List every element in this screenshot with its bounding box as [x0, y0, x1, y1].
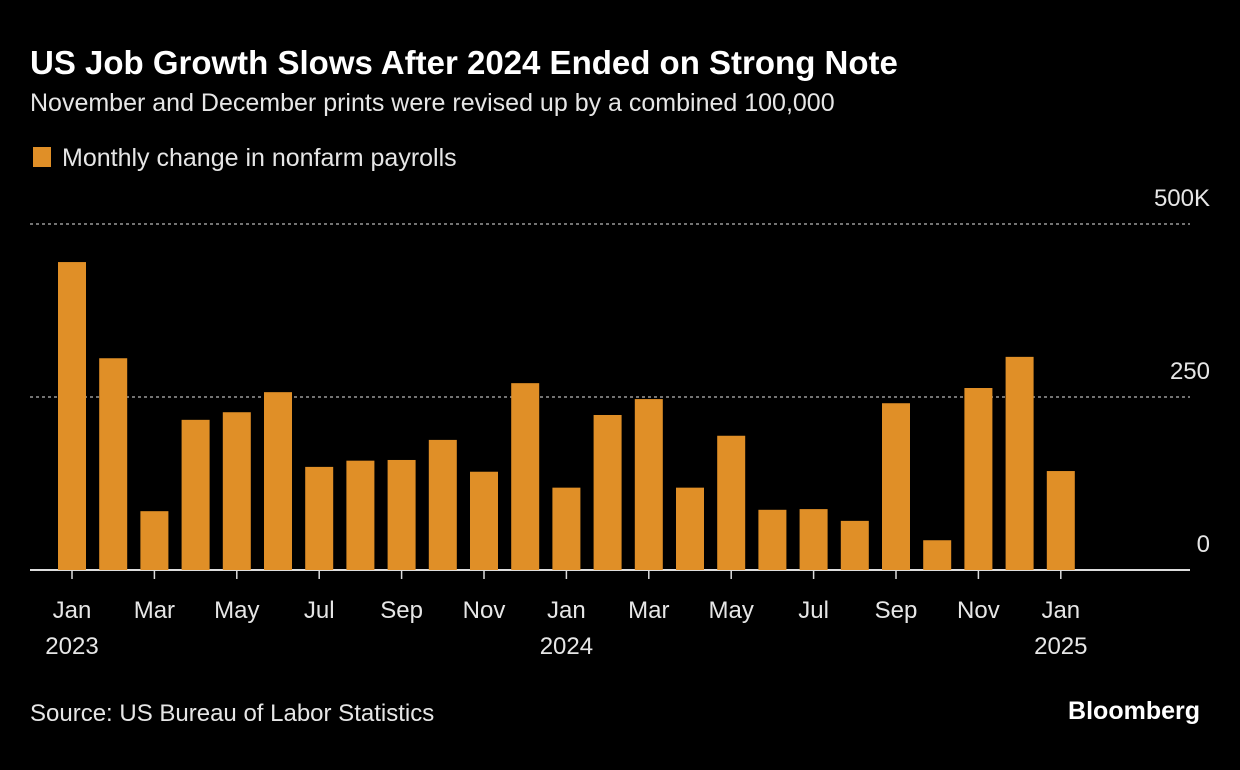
- legend-label: Monthly change in nonfarm payrolls: [62, 144, 457, 172]
- x-tick-label: Jul: [798, 597, 829, 624]
- bar: [511, 383, 540, 570]
- bar: [882, 403, 910, 570]
- y-tick-label: 250: [1170, 358, 1210, 385]
- bar: [964, 388, 993, 570]
- x-tick-label: May: [709, 597, 754, 624]
- x-tick-label: Jan 2025: [1034, 597, 1087, 660]
- bar: [840, 520, 869, 570]
- x-tick-label: Mar: [134, 597, 175, 624]
- x-tick-label: Sep: [875, 597, 918, 624]
- bar: [1005, 356, 1034, 570]
- x-tick-label: Jul: [304, 597, 335, 624]
- bar: [428, 439, 457, 570]
- y-tick-label: 0: [1197, 531, 1210, 558]
- bar: [181, 419, 210, 570]
- bar: [305, 466, 334, 570]
- bar: [222, 412, 251, 570]
- x-tick-label: Nov: [957, 597, 1000, 624]
- x-tick-label: May: [214, 597, 259, 624]
- bar: [1046, 471, 1075, 570]
- bar: [923, 540, 952, 570]
- bar: [717, 435, 746, 570]
- chart-subtitle: November and December prints were revise…: [30, 89, 835, 117]
- legend-swatch: [33, 147, 51, 167]
- bar: [758, 509, 787, 570]
- chart-title: US Job Growth Slows After 2024 Ended on …: [30, 44, 898, 81]
- bar: [58, 262, 86, 570]
- x-tick-label: Sep: [380, 597, 423, 624]
- brand-logo: Bloomberg: [1068, 697, 1200, 725]
- bar: [799, 509, 828, 570]
- x-tick-label: Jan 2024: [540, 597, 593, 660]
- bar: [593, 414, 622, 570]
- x-tick-label: Mar: [628, 597, 669, 624]
- bar: [99, 358, 128, 570]
- bar: [387, 459, 416, 570]
- source: Source: US Bureau of Labor Statistics: [30, 700, 434, 727]
- bar: [634, 399, 663, 570]
- x-tick-label: Jan 2023: [45, 597, 98, 660]
- y-tick-label: 500K: [1154, 185, 1210, 212]
- bar: [552, 487, 581, 570]
- bar: [346, 460, 375, 570]
- bar: [676, 487, 704, 570]
- bar: [264, 392, 292, 570]
- x-tick-label: Nov: [463, 597, 506, 624]
- bar: [470, 471, 498, 570]
- bar: [140, 511, 169, 570]
